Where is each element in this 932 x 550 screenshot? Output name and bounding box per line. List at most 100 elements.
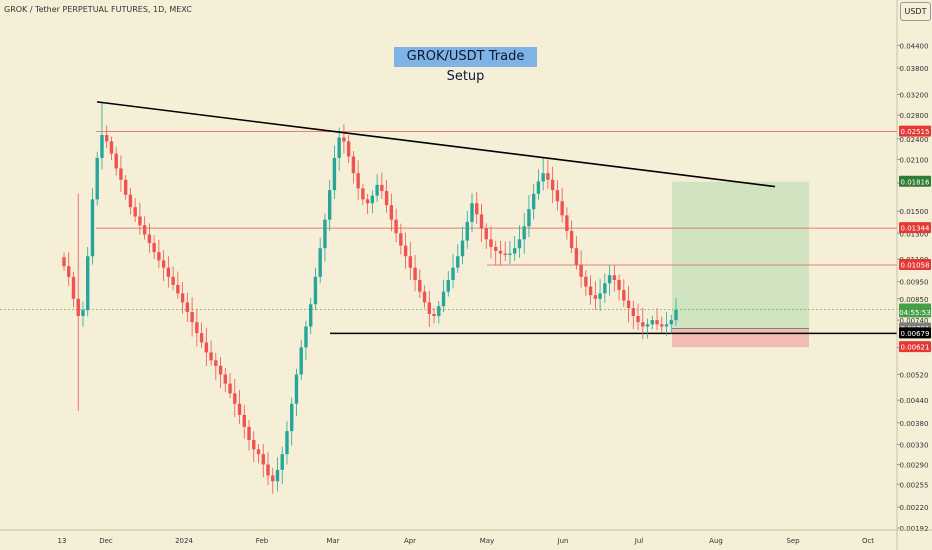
candle-body: [147, 234, 152, 244]
candle-body: [498, 250, 503, 254]
candle-body: [233, 393, 237, 404]
candle-body: [223, 374, 228, 384]
candle-body: [588, 286, 593, 296]
candle-body: [574, 248, 579, 265]
time-tick-label: 2024: [175, 537, 193, 545]
candle-body: [384, 191, 389, 206]
candle-body: [622, 289, 626, 301]
candle-body: [204, 342, 209, 353]
candle-body: [441, 291, 446, 307]
price-tick-label: 0.00220: [900, 504, 929, 512]
candle-body: [275, 469, 280, 482]
candle-body: [517, 239, 522, 249]
candle-body: [593, 295, 598, 299]
candle-body: [598, 293, 602, 299]
price-tick-label: 0.00520: [900, 371, 929, 379]
price-tag-label: 0.01816: [901, 178, 930, 186]
candle-body: [90, 199, 95, 257]
candle-body: [356, 173, 360, 189]
price-tick-label: 0.00330: [900, 442, 929, 450]
candle-body: [546, 173, 550, 180]
candle-body: [579, 264, 583, 277]
candle-body: [617, 280, 621, 290]
candle-body: [190, 311, 194, 323]
price-tick-label: 0.03800: [900, 65, 929, 73]
price-tick-label: 0.02100: [900, 156, 929, 164]
candle-body: [67, 266, 71, 277]
candle-body: [550, 179, 555, 191]
candle-body: [422, 291, 427, 303]
price-axis: 0.04400 0.03800 0.03200 0.02800 0.02400 0.021…: [896, 0, 931, 550]
candle-body: [285, 431, 289, 455]
price-tag-label: 04:55:53: [899, 309, 930, 317]
time-axis: 13 Dec 2024 Feb Mar Apr May Jun Jul Aug Sep Oct: [0, 529, 932, 545]
candle-body: [218, 365, 223, 375]
price-tick-label: 0.00950: [900, 279, 929, 287]
candle-body: [645, 324, 650, 327]
price-tick-label: 0.00255: [900, 481, 929, 489]
candle-body: [375, 184, 379, 196]
candle-body: [252, 439, 256, 450]
candle-body: [76, 298, 80, 316]
candle-body: [446, 280, 450, 292]
candle-body: [199, 333, 204, 343]
candle-body: [394, 219, 398, 234]
candle-body: [271, 475, 275, 482]
candle-body: [361, 188, 365, 200]
candle-body: [626, 300, 631, 309]
currency-selector[interactable]: USDT: [900, 2, 931, 21]
price-tag-resistance: [899, 125, 931, 137]
candle-body: [123, 179, 128, 195]
candle-body: [142, 225, 147, 235]
candle-body: [569, 230, 574, 249]
time-tick-label: Apr: [404, 537, 416, 545]
candle-body: [365, 199, 370, 204]
candle-body: [380, 184, 384, 192]
candle-body: [313, 276, 318, 305]
price-tag-label: 0.01344: [901, 225, 930, 233]
candle-body: [612, 275, 617, 280]
time-tick-label: Jun: [557, 537, 569, 545]
candle-body: [95, 157, 99, 200]
candle-body: [484, 228, 488, 240]
level-lines: [0, 131, 897, 335]
candle-body: [432, 313, 436, 316]
candle-body: [489, 239, 493, 247]
candle-body: [71, 276, 76, 299]
price-tick-label: 0.04400: [900, 42, 929, 50]
candle-body: [86, 256, 90, 311]
target-zone: [672, 181, 809, 329]
price-tag-label: 0.01058: [901, 262, 930, 270]
time-tick-label: 13: [58, 537, 67, 545]
candle-body: [346, 141, 351, 157]
candle-body: [100, 135, 104, 158]
time-tick-label: Sep: [786, 537, 800, 545]
candle-body: [475, 203, 479, 215]
candle-body: [304, 326, 308, 348]
chart-title: GROK/USDT Trade Setup: [394, 47, 537, 84]
candle-body: [152, 243, 156, 253]
candle-body: [209, 352, 213, 361]
candle-body: [327, 190, 332, 220]
candle-body: [195, 322, 199, 334]
candle-body: [470, 203, 474, 222]
candle-body: [512, 248, 517, 254]
candle-body: [660, 324, 664, 327]
time-tick-label: Jul: [634, 537, 644, 545]
price-tag-stop: [899, 341, 931, 353]
candles: [62, 101, 678, 494]
candle-body: [261, 454, 265, 465]
candle-body: [166, 267, 171, 277]
candle-body: [664, 324, 669, 327]
price-tag-resistance: [899, 222, 931, 234]
candle-body: [603, 283, 607, 294]
descending-trendline: [96, 101, 776, 188]
candle-body: [607, 275, 612, 284]
candle-body: [247, 426, 251, 440]
price-tick-label: 0.01500: [900, 208, 929, 216]
price-tag-resistance: [899, 259, 931, 271]
candle-body: [399, 233, 403, 246]
candle-body: [456, 256, 460, 268]
candle-body: [403, 245, 408, 257]
